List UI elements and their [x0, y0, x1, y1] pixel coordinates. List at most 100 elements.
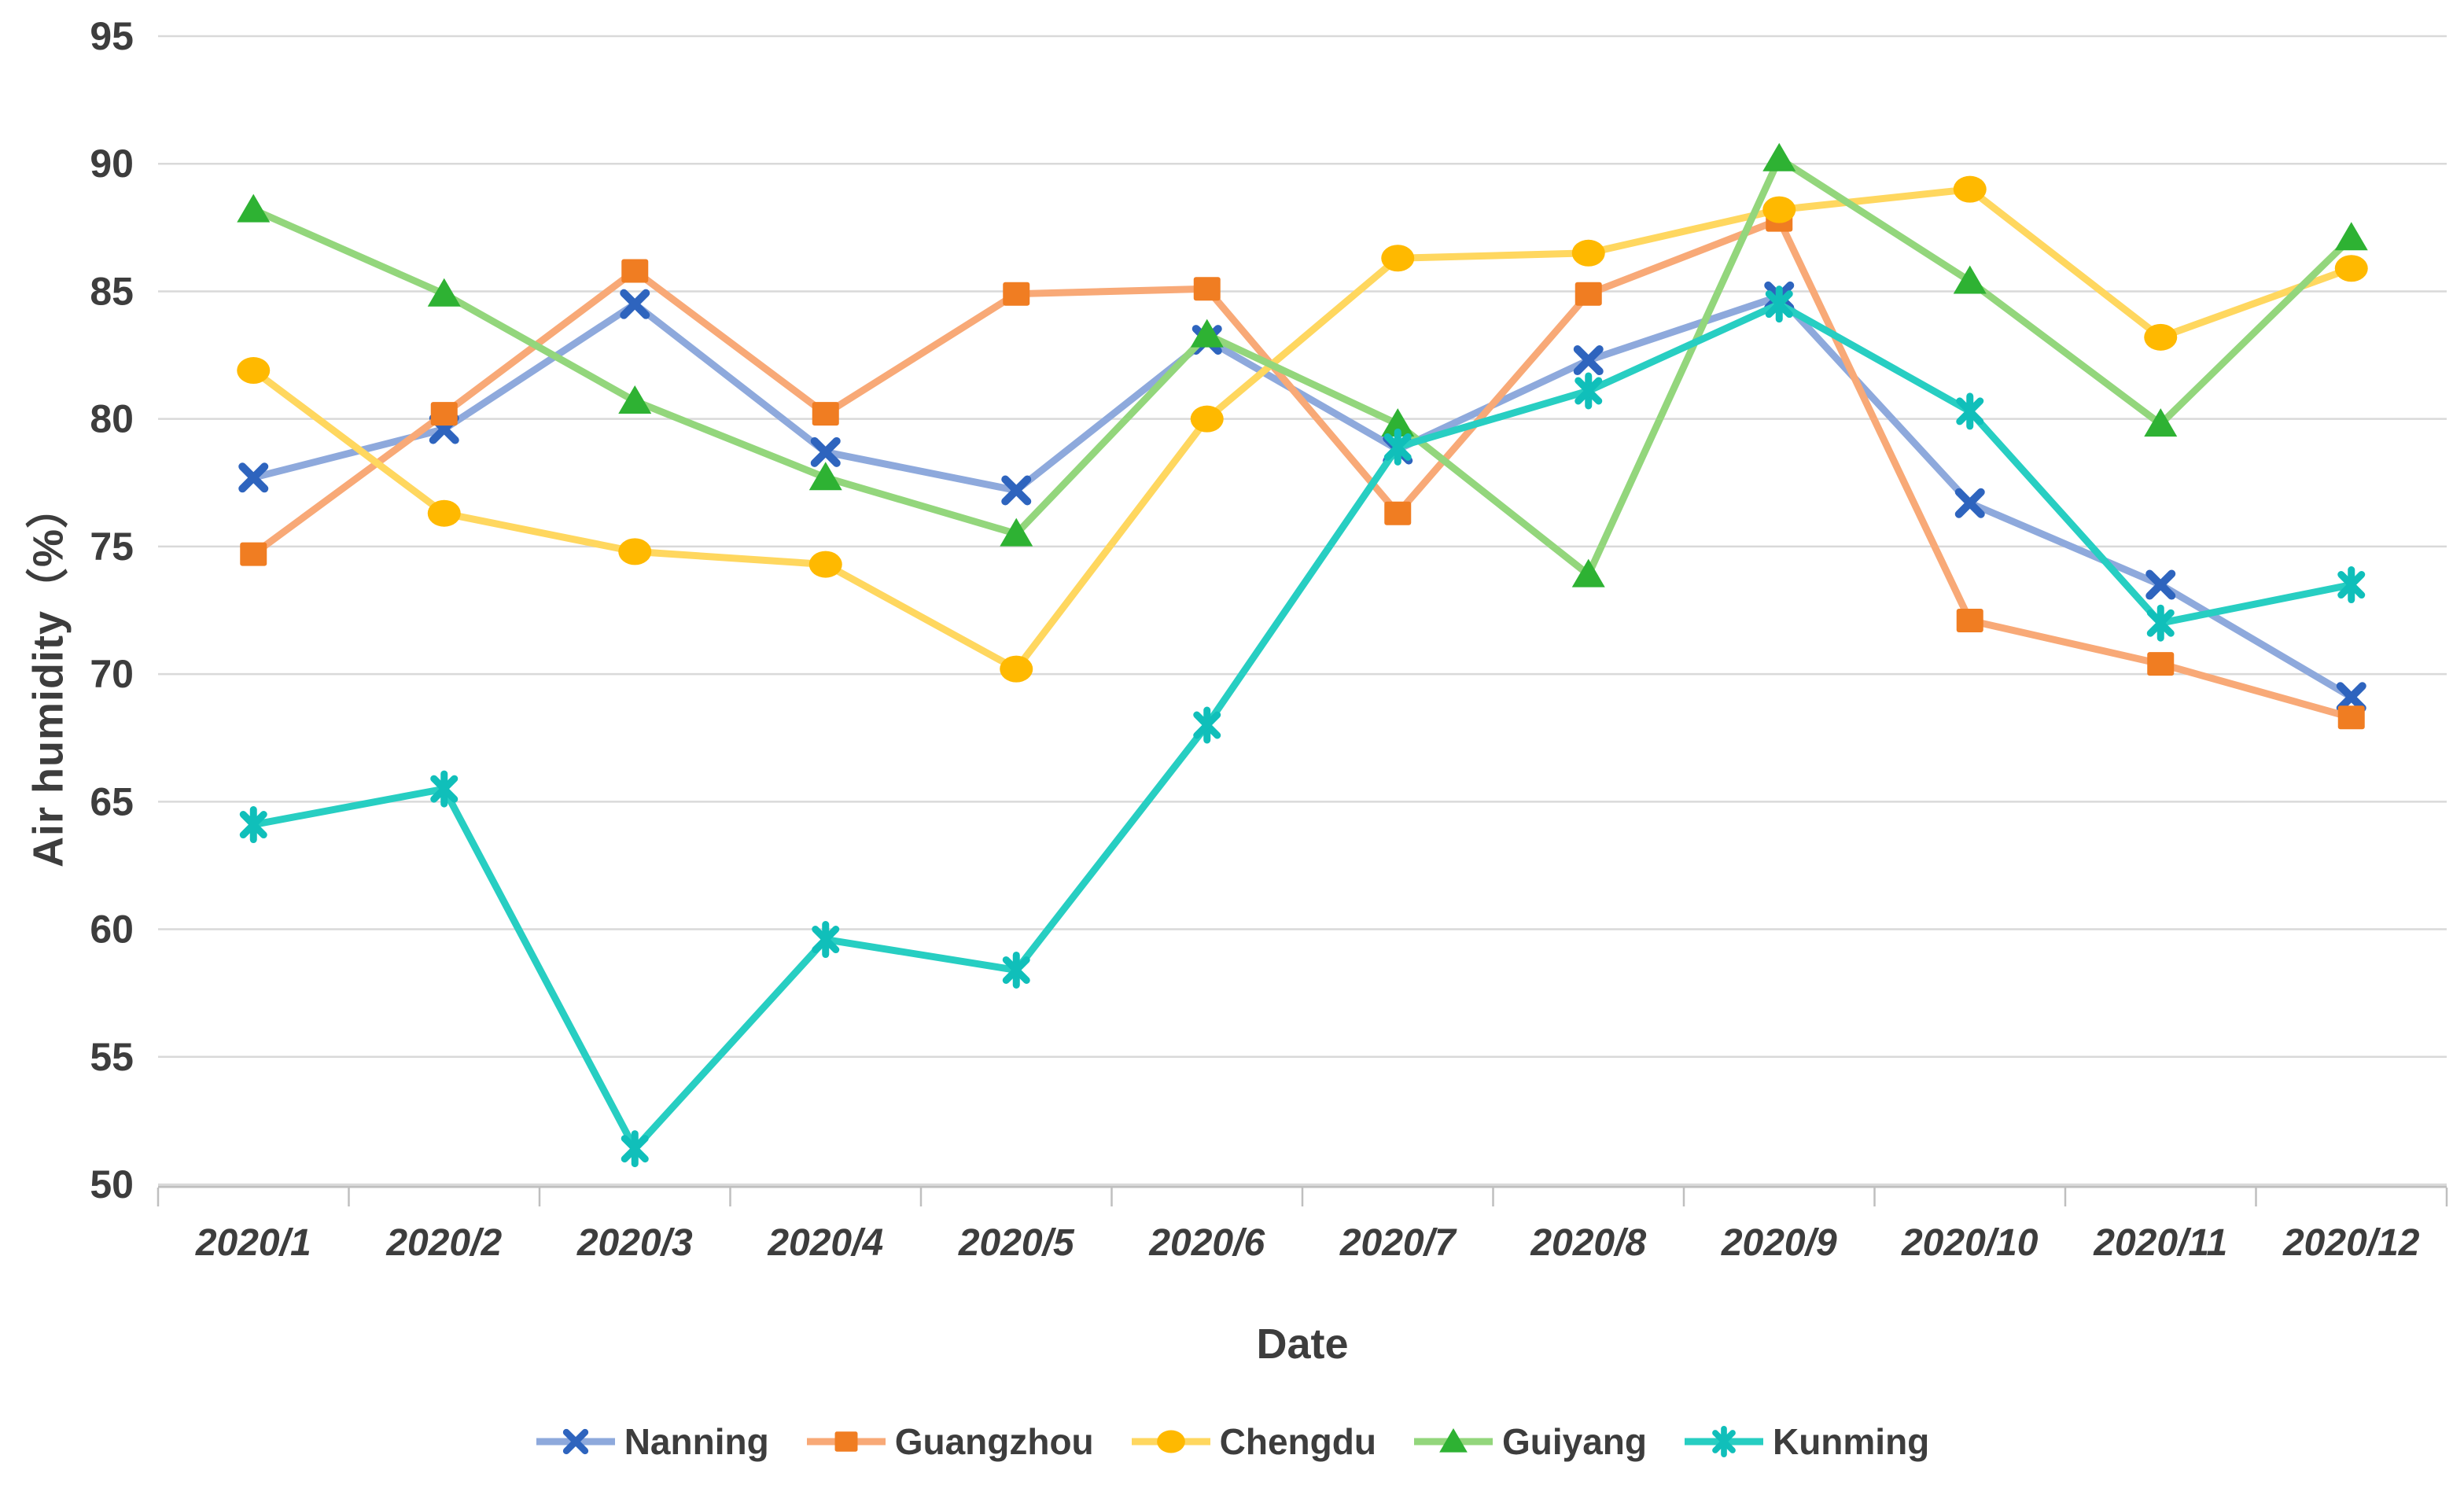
x-tick-label: 2020/11 — [2093, 1222, 2227, 1264]
kunming-marker — [1002, 951, 1030, 989]
series-guiyang — [237, 142, 2368, 587]
guiyang-marker — [1762, 142, 1796, 171]
chengdu-marker — [1762, 196, 1796, 223]
kunming-marker — [1956, 392, 1984, 430]
guangzhou-marker — [1193, 277, 1221, 301]
chengdu-marker — [237, 357, 271, 385]
y-tick-label: 70 — [90, 652, 134, 696]
y-tick-label: 90 — [90, 142, 134, 186]
legend-item-kunming: Kunming — [1683, 1420, 1929, 1463]
guangzhou-marker — [812, 402, 839, 426]
kunming-marker — [239, 806, 267, 844]
y-tick-label: 50 — [90, 1162, 134, 1206]
guangzhou-marker — [430, 402, 458, 426]
chengdu-marker — [1571, 239, 1605, 267]
guiyang-marker — [427, 278, 461, 307]
guangzhou-marker — [1575, 282, 1602, 306]
nanning-marker — [620, 289, 650, 319]
chengdu-marker — [1190, 405, 1224, 433]
kunming-marker — [1575, 372, 1603, 410]
chengdu-marker — [2334, 255, 2368, 282]
y-tick-label: 95 — [90, 14, 134, 58]
chengdu-marker-icon — [1131, 1430, 1210, 1453]
legend-label: Guangzhou — [894, 1421, 1094, 1462]
guangzhou-marker — [1384, 501, 1412, 525]
guiyang-marker — [2144, 408, 2178, 437]
guiyang-marker — [1439, 1428, 1468, 1453]
legend-item-guiyang: Guiyang — [1412, 1420, 1647, 1463]
nanning-marker — [562, 1428, 588, 1455]
legend-label: Guiyang — [1501, 1421, 1647, 1462]
guangzhou-marker — [621, 259, 649, 283]
legend-item-nanning: Nanning — [535, 1420, 769, 1463]
guangzhou-marker — [1003, 282, 1030, 306]
guiyang-marker — [1000, 517, 1033, 547]
nanning-marker — [2336, 682, 2366, 713]
chengdu-marker — [618, 538, 652, 565]
nanning-marker — [810, 436, 841, 467]
kunming-line — [249, 300, 2355, 1153]
legend-item-chengdu: Chengdu — [1130, 1420, 1376, 1463]
y-tick-label: 85 — [90, 269, 134, 313]
kunming-marker — [621, 1130, 649, 1168]
series-guangzhou — [240, 208, 2365, 730]
x-axis-title: Date — [1256, 1320, 1349, 1368]
chengdu-marker — [427, 499, 461, 527]
nanning-marker — [238, 462, 269, 493]
kunming-marker-icon — [1684, 1426, 1763, 1457]
guangzhou-marker — [834, 1431, 858, 1452]
guiyang-marker — [237, 193, 271, 223]
kunming-marker — [1193, 706, 1221, 744]
nanning-marker — [1573, 345, 1604, 376]
series-kunming — [239, 285, 2366, 1168]
legend-label: Kunming — [1772, 1421, 1930, 1462]
legend-label: Chengdu — [1219, 1421, 1376, 1462]
chengdu-marker — [808, 551, 842, 578]
guiyang-marker-icon — [1413, 1428, 1493, 1453]
guiyang-marker — [1381, 408, 1415, 437]
series-chengdu — [237, 175, 2368, 683]
gridlines: 50 55 60 65 70 75 80 85 90 95 — [90, 14, 2447, 1206]
guangzhou-marker-icon — [806, 1431, 886, 1452]
kunming-marker — [430, 770, 459, 808]
x-tick-label: 2020/3 — [576, 1222, 693, 1264]
y-tick-label: 80 — [90, 397, 134, 441]
x-tick-label: 2020/9 — [1721, 1222, 1837, 1264]
kunming-marker — [812, 921, 840, 959]
x-tick-label: 2020/8 — [1530, 1222, 1646, 1264]
nanning-marker-icon — [536, 1428, 615, 1455]
kunming-marker — [1383, 428, 1412, 466]
guangzhou-marker — [2337, 705, 2365, 730]
x-tick-label: 2020/10 — [1901, 1222, 2039, 1264]
y-tick-label: 60 — [90, 908, 134, 952]
chengdu-line — [249, 186, 2355, 673]
guiyang-marker — [2334, 222, 2368, 251]
guangzhou-line — [249, 216, 2355, 721]
guangzhou-marker — [1956, 608, 1983, 632]
legend-label: Nanning — [624, 1421, 769, 1462]
kunming-marker — [2337, 566, 2366, 604]
y-tick-label: 75 — [90, 525, 134, 569]
guangzhou-marker — [2147, 652, 2175, 676]
guiyang-marker — [618, 385, 652, 414]
chengdu-marker — [1381, 245, 1415, 272]
chengdu-marker — [2144, 323, 2178, 351]
x-tick-label: 2020/1 — [195, 1222, 311, 1264]
nanning-marker — [1001, 475, 1032, 506]
guiyang-line — [249, 155, 2355, 579]
kunming-marker — [1765, 285, 1793, 323]
guangzhou-marker — [240, 542, 267, 566]
chengdu-marker — [1156, 1430, 1185, 1453]
y-tick-label: 65 — [90, 779, 134, 823]
nanning-marker — [1954, 488, 1985, 518]
guiyang-marker — [808, 462, 842, 491]
x-tick-label: 2020/6 — [1148, 1222, 1265, 1264]
kunming-marker — [2146, 604, 2175, 642]
kunming-marker — [1712, 1426, 1736, 1457]
nanning-line — [249, 293, 2355, 701]
nanning-marker — [2145, 569, 2176, 600]
chengdu-marker — [1953, 175, 1987, 203]
y-tick-label: 55 — [90, 1035, 134, 1079]
